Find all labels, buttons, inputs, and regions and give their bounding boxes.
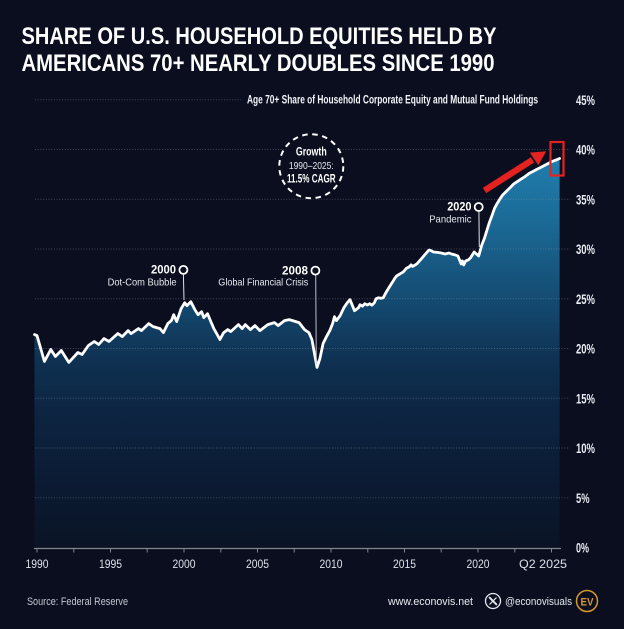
svg-text:2020: 2020 [467,557,490,571]
svg-text:2010: 2010 [320,557,343,571]
svg-text:15%: 15% [576,391,595,406]
svg-text:Growth: Growth [296,147,327,159]
svg-text:35%: 35% [576,192,595,207]
svg-text:Global Financial Crisis: Global Financial Crisis [218,277,308,289]
svg-text:10%: 10% [576,441,595,456]
svg-text:Q2 2025: Q2 2025 [519,557,567,571]
svg-text:1990: 1990 [26,557,49,571]
svg-text:EV: EV [581,597,595,609]
svg-text:@econovisuals: @econovisuals [505,596,572,608]
svg-text:0%: 0% [576,541,589,556]
svg-text:11.5% CAGR: 11.5% CAGR [287,172,336,186]
svg-text:40%: 40% [576,143,595,158]
svg-text:www.econovis.net: www.econovis.net [387,596,473,608]
svg-text:2008: 2008 [282,264,308,278]
svg-text:AMERICANS 70+ NEARLY DOUBLES S: AMERICANS 70+ NEARLY DOUBLES SINCE 1990 [22,50,495,77]
svg-text:20%: 20% [576,342,595,357]
svg-text:25%: 25% [576,292,595,307]
svg-text:1990–2025:: 1990–2025: [289,160,334,172]
svg-text:2000: 2000 [151,263,176,277]
svg-text:30%: 30% [576,242,595,257]
svg-text:Source: Federal Reserve: Source: Federal Reserve [27,596,128,608]
svg-text:Pandemic: Pandemic [429,214,471,226]
svg-text:Age 70+ Share of Household Cor: Age 70+ Share of Household Corporate Equ… [247,95,538,107]
svg-text:45%: 45% [576,93,595,108]
svg-text:2020: 2020 [447,200,472,214]
svg-text:5%: 5% [576,491,590,506]
svg-text:2000: 2000 [173,557,196,571]
svg-text:1995: 1995 [99,557,122,571]
svg-text:SHARE OF U.S. HOUSEHOLD EQUITI: SHARE OF U.S. HOUSEHOLD EQUITIES HELD BY [22,23,497,50]
svg-text:2015: 2015 [393,557,416,571]
svg-text:Dot-Com Bubble: Dot-Com Bubble [108,277,177,289]
svg-text:2005: 2005 [246,557,269,571]
